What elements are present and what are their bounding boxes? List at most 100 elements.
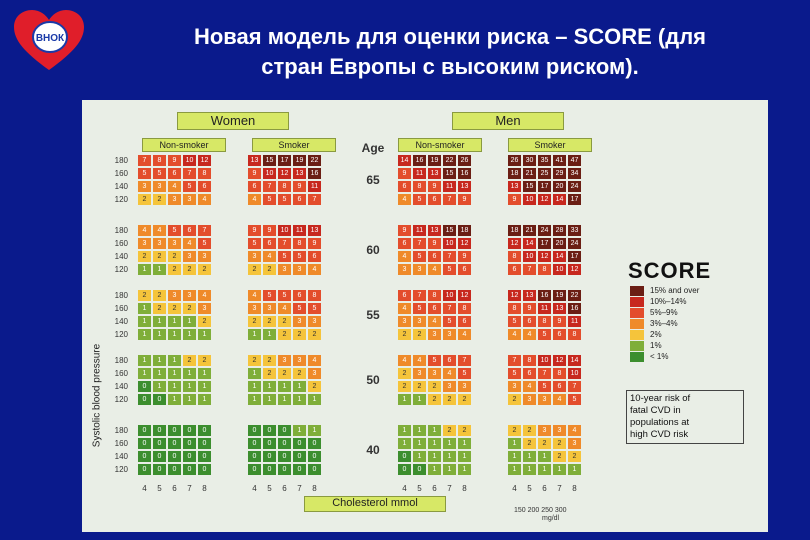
age-60: 60 xyxy=(366,243,380,257)
risk-cell: 0 xyxy=(153,464,166,475)
risk-cell: 4 xyxy=(553,394,566,405)
risk-cell: 6 xyxy=(308,251,321,262)
risk-cell: 3 xyxy=(168,290,181,301)
risk-cell: 8 xyxy=(538,316,551,327)
risk-cell: 1 xyxy=(538,451,551,462)
risk-cell: 2 xyxy=(308,381,321,392)
risk-cell: 2 xyxy=(458,394,471,405)
risk-cell: 26 xyxy=(458,155,471,166)
risk-cell: 3 xyxy=(538,425,551,436)
risk-cell: 1 xyxy=(183,394,196,405)
risk-cell: 5 xyxy=(278,194,291,205)
legend-label: < 1% xyxy=(650,352,669,361)
risk-cell: 1 xyxy=(458,464,471,475)
risk-cell: 10 xyxy=(443,290,456,301)
risk-cell: 1 xyxy=(198,368,211,379)
risk-cell: 12 xyxy=(538,194,551,205)
risk-cell: 3 xyxy=(538,394,551,405)
risk-cell: 0 xyxy=(248,451,261,462)
cholesterol-tick: 7 xyxy=(557,484,562,493)
legend-swatch xyxy=(630,330,644,340)
score-logo: SCORE xyxy=(628,258,712,283)
risk-cell: 0 xyxy=(293,438,306,449)
mgdl-label: mg/dl xyxy=(542,515,560,522)
risk-cell: 1 xyxy=(168,394,181,405)
risk-cell: 5 xyxy=(293,251,306,262)
risk-cell: 17 xyxy=(538,181,551,192)
risk-cell: 7 xyxy=(538,368,551,379)
risk-cell: 5 xyxy=(443,264,456,275)
risk-cell: 7 xyxy=(413,290,426,301)
risk-cell: 2 xyxy=(153,303,166,314)
risk-cell: 18 xyxy=(458,225,471,236)
risk-cell: 10 xyxy=(568,368,581,379)
risk-cell: 2 xyxy=(198,316,211,327)
risk-cell: 6 xyxy=(458,316,471,327)
risk-cell: 3 xyxy=(398,316,411,327)
risk-cell: 9 xyxy=(248,225,261,236)
risk-cell: 1 xyxy=(168,368,181,379)
women-smoker-label: Smoker xyxy=(252,138,336,152)
risk-cell: 4 xyxy=(398,303,411,314)
risk-cell: 0 xyxy=(263,451,276,462)
risk-cell: 6 xyxy=(428,194,441,205)
logo-ring xyxy=(32,21,68,53)
risk-cell: 6 xyxy=(508,264,521,275)
risk-cell: 9 xyxy=(168,155,181,166)
risk-cell: 1 xyxy=(413,438,426,449)
bp-tick: 140 xyxy=(114,252,128,261)
cholesterol-tick: 7 xyxy=(447,484,452,493)
risk-cell: 7 xyxy=(443,303,456,314)
risk-cell: 19 xyxy=(293,155,306,166)
risk-cell: 24 xyxy=(538,225,551,236)
risk-cell: 10 xyxy=(523,194,536,205)
bp-tick: 180 xyxy=(114,226,128,235)
risk-cell: 1 xyxy=(138,264,151,275)
risk-cell: 2 xyxy=(198,264,211,275)
slide-title: Новая модель для оценки риска – SCORE (д… xyxy=(100,22,800,82)
risk-cell: 13 xyxy=(458,181,471,192)
risk-cell: 2 xyxy=(428,394,441,405)
risk-cell: 14 xyxy=(553,251,566,262)
risk-cell: 5 xyxy=(278,251,291,262)
bp-tick: 160 xyxy=(114,169,128,178)
risk-cell: 9 xyxy=(428,181,441,192)
risk-cell: 3 xyxy=(138,238,151,249)
risk-cell: 3 xyxy=(428,368,441,379)
cholesterol-tick: 8 xyxy=(202,484,207,493)
risk-cell: 1 xyxy=(248,381,261,392)
cholesterol-tick: 4 xyxy=(252,484,257,493)
risk-cell: 1 xyxy=(508,464,521,475)
risk-cell: 5 xyxy=(198,238,211,249)
risk-cell: 1 xyxy=(153,381,166,392)
risk-cell: 4 xyxy=(398,251,411,262)
risk-cell: 14 xyxy=(568,355,581,366)
risk-cell: 2 xyxy=(263,368,276,379)
risk-cell: 4 xyxy=(248,194,261,205)
risk-cell: 13 xyxy=(293,168,306,179)
risk-cell: 0 xyxy=(263,425,276,436)
legend-swatch xyxy=(630,341,644,351)
risk-cell: 6 xyxy=(398,181,411,192)
bp-tick: 180 xyxy=(114,156,128,165)
risk-cell: 3 xyxy=(413,264,426,275)
risk-cell: 5 xyxy=(568,394,581,405)
risk-cell: 3 xyxy=(458,381,471,392)
bp-tick: 120 xyxy=(114,395,128,404)
bp-tick: 120 xyxy=(114,330,128,339)
risk-cell: 1 xyxy=(153,264,166,275)
risk-cell: 8 xyxy=(428,290,441,301)
risk-cell: 4 xyxy=(308,355,321,366)
cholesterol-tick: 5 xyxy=(417,484,422,493)
bp-tick: 140 xyxy=(114,317,128,326)
risk-cell: 9 xyxy=(523,303,536,314)
risk-cell: 9 xyxy=(508,194,521,205)
risk-cell: 1 xyxy=(183,381,196,392)
risk-cell: 8 xyxy=(198,168,211,179)
risk-cell: 0 xyxy=(138,464,151,475)
risk-cell: 20 xyxy=(553,181,566,192)
risk-cell: 10 xyxy=(278,225,291,236)
bp-tick: 160 xyxy=(114,369,128,378)
risk-cell: 1 xyxy=(458,438,471,449)
risk-cell: 12 xyxy=(198,155,211,166)
